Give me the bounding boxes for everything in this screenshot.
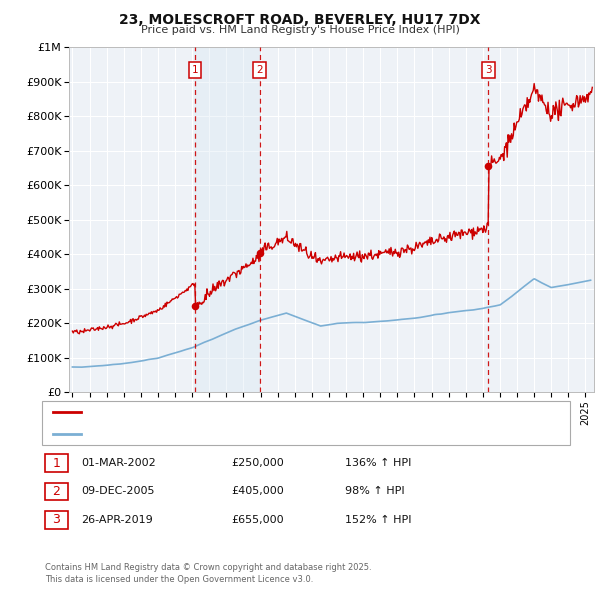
Point	[255, 248, 265, 257]
Text: 09-DEC-2005: 09-DEC-2005	[81, 487, 155, 496]
Text: 1: 1	[52, 457, 61, 470]
Text: £405,000: £405,000	[231, 487, 284, 496]
Text: 2: 2	[256, 65, 263, 74]
Text: 3: 3	[485, 65, 491, 74]
Text: HPI: Average price, detached house, East Riding of Yorkshire: HPI: Average price, detached house, East…	[87, 429, 403, 438]
Text: £250,000: £250,000	[231, 458, 284, 468]
Text: 152% ↑ HPI: 152% ↑ HPI	[345, 515, 412, 525]
Text: 98% ↑ HPI: 98% ↑ HPI	[345, 487, 404, 496]
Text: 2: 2	[52, 485, 61, 498]
Text: 01-MAR-2002: 01-MAR-2002	[81, 458, 156, 468]
Text: 1: 1	[192, 65, 199, 74]
Bar	[195, 47, 260, 392]
Text: 23, MOLESCROFT ROAD, BEVERLEY, HU17 7DX (detached house): 23, MOLESCROFT ROAD, BEVERLEY, HU17 7DX …	[87, 407, 426, 417]
Text: 23, MOLESCROFT ROAD, BEVERLEY, HU17 7DX: 23, MOLESCROFT ROAD, BEVERLEY, HU17 7DX	[119, 13, 481, 27]
Text: Price paid vs. HM Land Registry's House Price Index (HPI): Price paid vs. HM Land Registry's House …	[140, 25, 460, 35]
Text: £655,000: £655,000	[231, 515, 284, 525]
Point	[484, 162, 493, 171]
Point	[190, 301, 200, 311]
Text: 3: 3	[52, 513, 61, 526]
Text: 26-APR-2019: 26-APR-2019	[81, 515, 153, 525]
Text: Contains HM Land Registry data © Crown copyright and database right 2025.
This d: Contains HM Land Registry data © Crown c…	[45, 563, 371, 584]
Text: 136% ↑ HPI: 136% ↑ HPI	[345, 458, 412, 468]
